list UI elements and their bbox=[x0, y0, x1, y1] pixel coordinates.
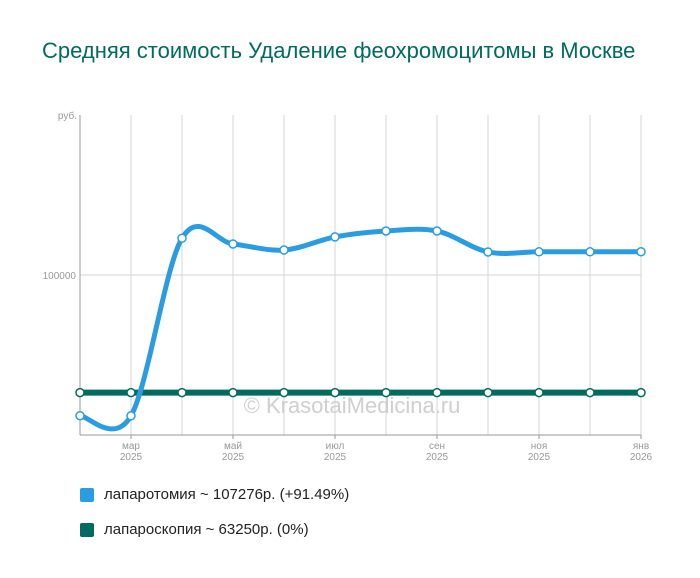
data-point bbox=[228, 387, 238, 398]
data-point bbox=[636, 246, 646, 257]
x-tick-year: 2025 bbox=[222, 452, 245, 463]
data-point bbox=[330, 387, 340, 398]
chart-title: Средняя стоимость Удаление феохромоцитом… bbox=[42, 38, 636, 63]
data-point bbox=[432, 226, 442, 236]
data-point bbox=[483, 247, 493, 257]
data-point bbox=[126, 387, 136, 398]
data-point bbox=[534, 247, 544, 257]
x-tick-label: мар bbox=[122, 441, 140, 452]
data-point bbox=[75, 387, 85, 398]
x-tick-label: янв bbox=[633, 441, 649, 452]
x-tick-year: 2026 bbox=[630, 452, 653, 463]
data-point bbox=[381, 387, 391, 398]
legend-item-laparotomy[interactable]: лапаротомия ~ 107276р. (+91.49%) bbox=[80, 486, 349, 503]
legend-swatch bbox=[80, 487, 94, 502]
data-point bbox=[75, 410, 85, 421]
y-axis-label: руб. bbox=[58, 110, 77, 122]
x-tick-year: 2025 bbox=[324, 452, 347, 463]
x-tick-year: 2025 bbox=[120, 452, 143, 463]
data-point bbox=[330, 232, 340, 242]
data-point bbox=[228, 239, 238, 249]
legend-item-laparoscopy[interactable]: лапароскопия ~ 63250р. (0%) bbox=[80, 521, 309, 538]
data-point bbox=[279, 387, 289, 398]
x-tick-label: ноя bbox=[531, 441, 548, 452]
x-tick-label: июл bbox=[326, 441, 345, 452]
data-point bbox=[483, 387, 493, 398]
x-tick-year: 2025 bbox=[528, 452, 551, 463]
x-tick-label: сен bbox=[429, 441, 445, 452]
data-point bbox=[126, 411, 136, 421]
data-point bbox=[381, 226, 391, 236]
data-point bbox=[534, 387, 544, 398]
legend-label: лапароскопия ~ 63250р. (0%) bbox=[104, 521, 309, 538]
data-point bbox=[585, 247, 595, 257]
watermark: © KrasotaiMedicina.ru bbox=[244, 393, 461, 418]
legend-swatch bbox=[80, 522, 94, 537]
data-point bbox=[279, 245, 289, 255]
data-point bbox=[177, 387, 187, 398]
y-tick-label: 100000 bbox=[43, 271, 77, 282]
data-point bbox=[636, 387, 646, 398]
x-tick-label: май bbox=[224, 441, 242, 452]
legend-label: лапаротомия ~ 107276р. (+91.49%) bbox=[104, 486, 350, 503]
x-tick-year: 2025 bbox=[426, 452, 449, 463]
data-point bbox=[432, 387, 442, 398]
data-point bbox=[585, 387, 595, 398]
data-point bbox=[177, 233, 187, 243]
